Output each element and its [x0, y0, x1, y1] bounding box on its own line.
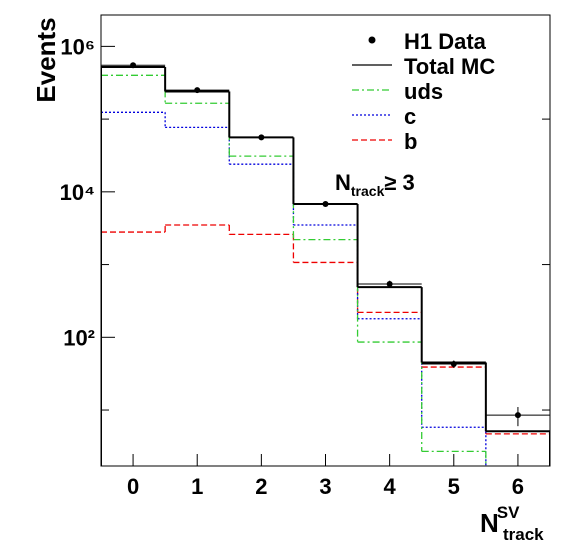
legend-label: c [404, 104, 416, 129]
plot-area [101, 62, 550, 466]
annotation: Ntrack≥ 3 [335, 170, 415, 199]
x-label-main: N [480, 508, 499, 538]
x-tick-label: 4 [384, 474, 397, 499]
x-axis-label: NSV [480, 503, 520, 538]
annotation-rest: ≥ 3 [384, 170, 414, 195]
x-label-sup: SV [497, 503, 520, 522]
y-tick-label: 10² [63, 325, 95, 350]
x-tick-label: 3 [319, 474, 331, 499]
legend-label: uds [404, 79, 443, 104]
y-axis-label: Events [31, 17, 61, 102]
data-point [194, 87, 201, 94]
x-label-sub: track [503, 525, 544, 544]
y-tick-label: 10⁶ [60, 34, 95, 59]
data-point [514, 412, 521, 419]
data-point [386, 281, 393, 288]
y-tick-label: 10⁴ [60, 180, 95, 205]
x-tick-label: 6 [512, 474, 524, 499]
data-point [450, 360, 457, 367]
legend-marker [368, 36, 376, 44]
x-tick-label: 1 [191, 474, 203, 499]
annotation-sub: track [351, 183, 385, 199]
annotation-main: N [335, 170, 351, 195]
x-tick-label: 2 [255, 474, 267, 499]
x-tick-label: 5 [448, 474, 460, 499]
data-point [130, 62, 137, 69]
legend-label: Total MC [404, 54, 495, 79]
plot-frame [100, 14, 551, 467]
x-tick-label: 0 [127, 474, 139, 499]
data-point [258, 134, 265, 141]
legend-label: b [404, 129, 417, 154]
legend-label: H1 Data [404, 29, 487, 54]
data-point [322, 201, 329, 208]
